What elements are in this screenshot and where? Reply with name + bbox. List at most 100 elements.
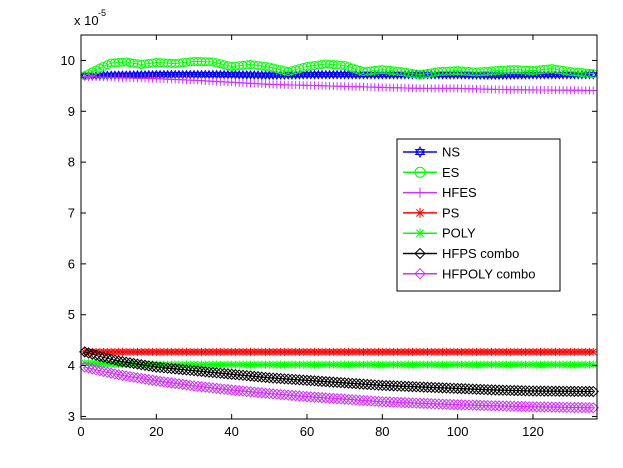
data-point-hfpoly-combo — [274, 388, 287, 401]
data-point-hfps-combo — [399, 380, 411, 393]
y-tick-label: 8 — [68, 155, 75, 170]
data-point-hfps-combo — [515, 385, 528, 397]
data-point-hfps-combo — [376, 379, 389, 392]
legend-marker-ps — [415, 207, 425, 218]
data-point-hfpoly-combo — [515, 400, 528, 413]
data-point-hfps-combo — [210, 367, 223, 379]
x-tick-label: 20 — [149, 424, 163, 439]
data-point-hfpoly-combo — [568, 401, 581, 414]
data-point-hfps-combo — [327, 376, 340, 388]
data-point-hfps-combo — [418, 381, 430, 393]
data-point-hfpoly-combo — [421, 397, 434, 410]
data-point-hfps-combo — [553, 385, 566, 397]
data-point-hfpoly-combo — [512, 400, 524, 413]
data-point-hfpoly-combo — [289, 389, 302, 402]
data-point-hfpoly-combo — [165, 377, 178, 389]
legend-item-es: ES — [403, 165, 460, 180]
data-point-hfpoly-combo — [97, 365, 110, 378]
data-point-hfps-combo — [229, 368, 242, 381]
data-point-hfpoly-combo — [233, 385, 245, 397]
legend-item-ps: PS — [403, 205, 460, 220]
legend-label-poly: POLY — [442, 226, 476, 241]
data-point-hfpoly-combo — [531, 401, 543, 413]
x-tick-label: 120 — [522, 424, 544, 439]
data-point-hfps-combo — [267, 372, 279, 384]
data-point-hfpoly-combo — [286, 389, 298, 402]
data-point-hfps-combo — [497, 384, 509, 396]
data-point-hfpoly-combo — [101, 366, 114, 379]
data-point-hfpoly-combo — [455, 399, 468, 411]
data-point-hfpoly-combo — [376, 396, 389, 408]
data-point-hfps-combo — [143, 360, 155, 372]
data-point-hfpoly-combo — [583, 402, 596, 414]
data-point-hfps-combo — [169, 363, 181, 375]
legend-marker-es — [414, 166, 426, 178]
data-point-hfps-combo — [150, 361, 163, 373]
data-point-hfpoly-combo — [557, 401, 569, 414]
legend-label-hfps-combo: HFPS combo — [442, 246, 519, 261]
data-point-hfps-combo — [406, 380, 419, 393]
data-point-hfpoly-combo — [222, 383, 234, 396]
series-hfpoly-combo — [79, 361, 599, 414]
data-point-hfps-combo — [369, 379, 381, 391]
data-point-hfps-combo — [237, 369, 249, 382]
data-point-hfps-combo — [402, 380, 415, 393]
data-point-hfpoly-combo — [214, 383, 227, 395]
data-point-hfps-combo — [97, 351, 110, 364]
data-point-hfps-combo — [173, 363, 185, 375]
data-point-hfpoly-combo — [248, 386, 260, 398]
data-point-hfpoly-combo — [478, 399, 490, 412]
data-point-hfps-combo — [350, 377, 362, 390]
data-point-hfps-combo — [467, 383, 479, 395]
data-point-hfps-combo — [354, 378, 366, 390]
data-point-hfps-combo — [546, 385, 558, 397]
legend-label-ps: PS — [442, 205, 460, 220]
data-point-hfpoly-combo — [259, 387, 272, 399]
data-point-hfpoly-combo — [256, 387, 268, 399]
data-point-hfps-combo — [463, 383, 475, 395]
data-point-hfpoly-combo — [146, 374, 159, 386]
data-point-hfpoly-combo — [282, 389, 294, 401]
data-point-hfpoly-combo — [414, 397, 426, 409]
y-tick-label: 6 — [68, 256, 75, 271]
data-point-hfpoly-combo — [263, 387, 276, 400]
data-point-hfps-combo — [384, 380, 396, 392]
data-point-hfpoly-combo — [395, 396, 407, 409]
data-point-poly — [589, 360, 598, 369]
data-point-hfpoly-combo — [105, 367, 117, 379]
data-point-hfps-combo — [357, 378, 370, 390]
data-point-hfps-combo — [482, 383, 494, 396]
data-point-hfps-combo — [316, 375, 328, 388]
x-tick-label: 60 — [300, 424, 314, 439]
legend-marker-hfpoly-combo — [414, 268, 426, 280]
data-point-hfps-combo — [564, 385, 577, 398]
data-point-hfps-combo — [154, 361, 166, 374]
data-point-hfps-combo — [241, 369, 253, 382]
data-point-hfps-combo — [323, 376, 336, 388]
data-point-hfps-combo — [218, 367, 230, 380]
data-point-hfpoly-combo — [267, 388, 279, 400]
legend-marker-hfps-combo — [414, 247, 426, 260]
data-point-hfpoly-combo — [482, 399, 494, 412]
y-tick-label: 3 — [68, 409, 75, 424]
data-point-hfps-combo — [274, 372, 287, 385]
data-point-hfps-combo — [158, 362, 170, 374]
data-point-hfps-combo — [248, 370, 260, 383]
data-point-hfpoly-combo — [116, 369, 129, 382]
data-point-hfps-combo — [263, 372, 276, 384]
data-point-hfpoly-combo — [86, 363, 99, 375]
data-point-hfpoly-combo — [327, 392, 340, 405]
data-point-hfpoly-combo — [203, 381, 215, 394]
data-point-hfps-combo — [116, 355, 129, 368]
data-point-hfpoly-combo — [143, 373, 155, 386]
data-point-hfpoly-combo — [180, 379, 193, 391]
y-multiplier-exponent: -5 — [98, 8, 106, 18]
data-point-hfps-combo — [203, 366, 215, 378]
data-point-hfps-combo — [335, 376, 347, 389]
data-point-hfpoly-combo — [365, 395, 377, 407]
data-point-hfpoly-combo — [150, 375, 163, 387]
data-point-hfps-combo — [436, 382, 449, 394]
data-point-hfps-combo — [233, 369, 245, 381]
axes-box — [80, 34, 598, 420]
